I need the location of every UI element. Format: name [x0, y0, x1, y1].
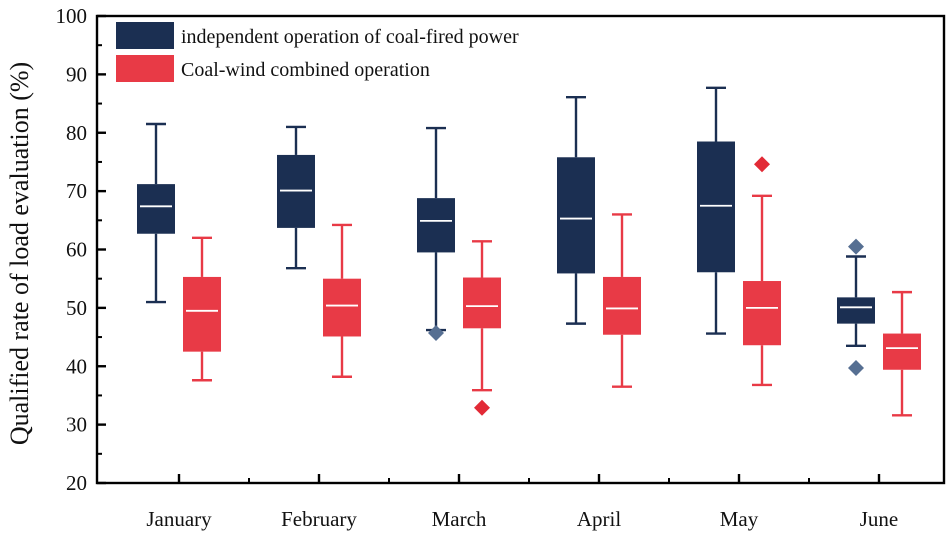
- box-june-series-1: [837, 238, 875, 377]
- box-february-series-2: [323, 223, 361, 378]
- box-june-series-2: [883, 290, 921, 417]
- y-tick-label: 30: [66, 413, 87, 437]
- outlier-point: [848, 360, 864, 377]
- iqr-box: [137, 184, 175, 234]
- axes: 20 30 40 50 60 70 80 90 100 January February March A…: [5, 4, 946, 531]
- x-tick-label: April: [577, 507, 621, 531]
- y-tick-label: 40: [66, 354, 87, 378]
- plot-marks: [137, 86, 921, 417]
- box-may-series-1: [697, 86, 735, 335]
- iqr-box: [883, 333, 921, 370]
- iqr-box: [323, 278, 361, 337]
- box-may-series-2: [743, 156, 781, 387]
- legend: independent operation of coal-fired powe…: [116, 22, 519, 82]
- legend-label: Coal-wind combined operation: [181, 59, 430, 81]
- box-april-series-2: [603, 213, 641, 388]
- outlier-point: [428, 324, 444, 341]
- legend-item-1: independent operation of coal-fired powe…: [116, 22, 519, 49]
- legend-label: independent operation of coal-fired powe…: [181, 26, 519, 48]
- y-tick-label: 90: [66, 62, 87, 86]
- y-tick-label: 20: [66, 471, 87, 495]
- iqr-box: [837, 297, 875, 324]
- box-march-series-2: [463, 240, 501, 416]
- iqr-box: [463, 277, 501, 329]
- y-axis-label: Qualified rate of load evaluation (%): [5, 62, 34, 445]
- iqr-box: [697, 141, 735, 273]
- series-1-boxes: [137, 86, 875, 377]
- x-tick-label: May: [720, 507, 759, 531]
- legend-swatch: [116, 55, 174, 82]
- y-tick-label: 50: [66, 296, 87, 320]
- x-tick-label: March: [432, 507, 487, 531]
- box-april-series-1: [557, 95, 595, 325]
- x-tick-label: February: [281, 507, 357, 531]
- outlier-point: [754, 156, 770, 173]
- y-tick-label: 70: [66, 179, 87, 203]
- box-march-series-1: [417, 126, 455, 341]
- iqr-box: [557, 157, 595, 274]
- box-january-series-1: [137, 122, 175, 304]
- iqr-box: [417, 198, 455, 253]
- iqr-box: [183, 276, 221, 352]
- plot-frame: [95, 14, 946, 485]
- y-tick-label: 100: [56, 4, 88, 28]
- outlier-point: [474, 399, 490, 416]
- x-tick-label: June: [860, 507, 899, 531]
- y-tick-label: 80: [66, 121, 87, 145]
- iqr-box: [603, 276, 641, 335]
- box-january-series-2: [183, 236, 221, 382]
- series-2-boxes: [183, 156, 921, 417]
- legend-item-2: Coal-wind combined operation: [116, 55, 430, 82]
- y-tick-label: 60: [66, 238, 87, 262]
- legend-swatch: [116, 22, 174, 49]
- iqr-box: [743, 281, 781, 346]
- x-tick-label: January: [146, 507, 212, 531]
- outlier-point: [848, 238, 864, 255]
- box-february-series-1: [277, 125, 315, 270]
